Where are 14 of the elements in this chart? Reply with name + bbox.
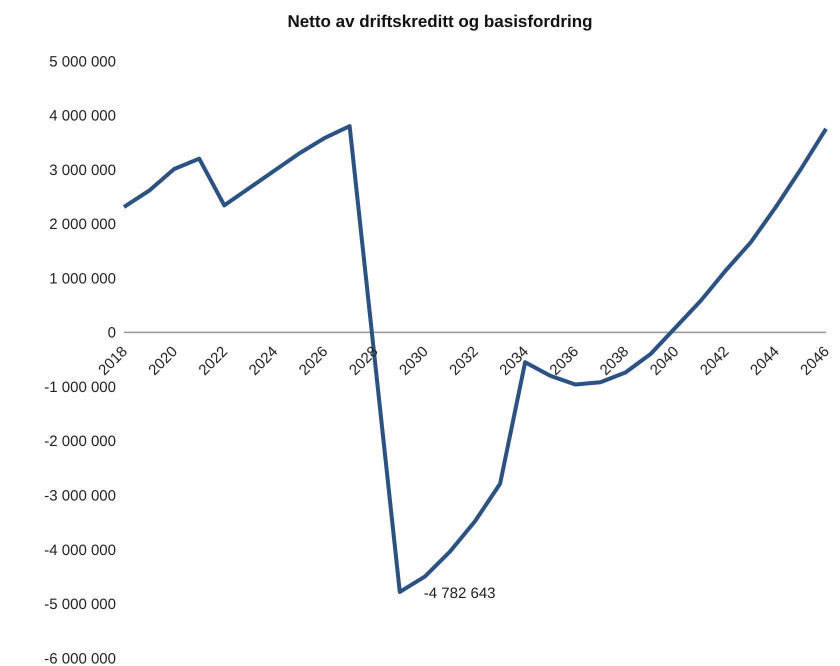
y-tick-label: -3 000 000	[44, 488, 116, 505]
y-tick-label: 2 000 000	[49, 216, 116, 234]
y-tick-label: -5 000 000	[44, 596, 116, 614]
y-tick-label: 0	[108, 324, 116, 342]
y-tick-label: 5 000 000	[49, 53, 116, 70]
y-tick-label: 1 000 000	[49, 270, 116, 288]
y-tick-label: 4 000 000	[49, 108, 116, 125]
data-label: -4 782 643	[424, 584, 496, 602]
y-tick-label: 3 000 000	[49, 162, 116, 179]
y-tick-label: -1 000 000	[44, 378, 116, 396]
y-tick-label: -2 000 000	[44, 433, 116, 450]
chart-title: Netto av driftskreditt og basisfordring	[286, 12, 594, 32]
y-tick-label: -6 000 000	[44, 650, 116, 666]
y-tick-label: -4 000 000	[44, 542, 116, 559]
